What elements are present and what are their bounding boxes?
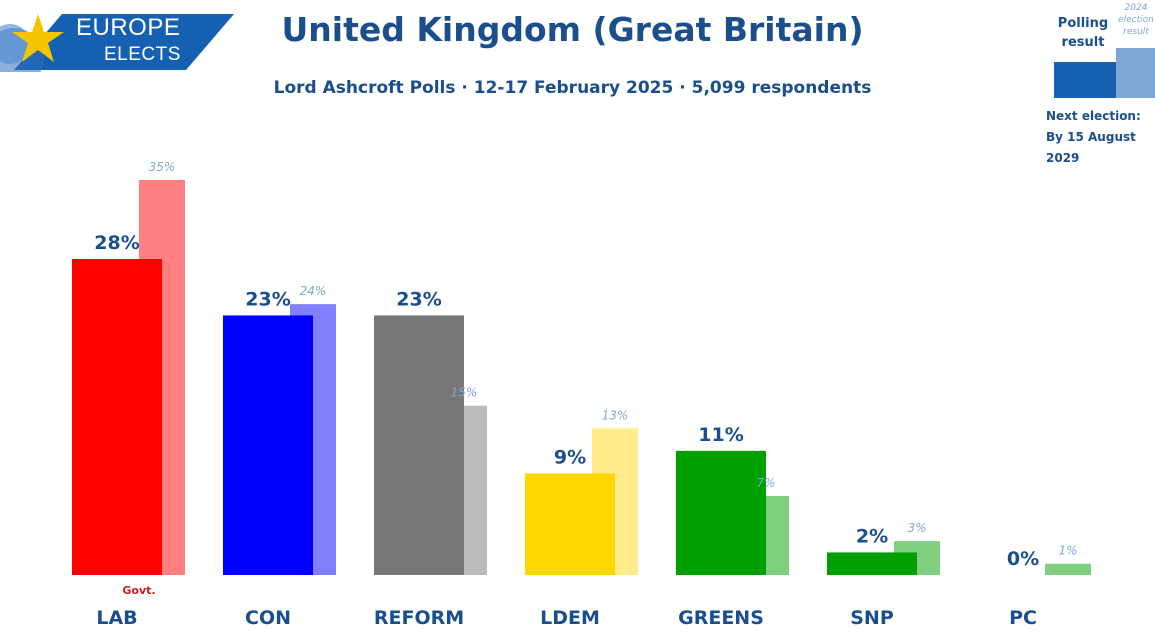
next-election-info: Next election: By 15 August 2029 — [1046, 106, 1155, 169]
logo-graphic — [0, 14, 234, 72]
value-label-prev-con: 24% — [300, 284, 327, 298]
category-label-con: CON — [245, 607, 291, 629]
annotation-lab: Govt. — [122, 584, 155, 597]
bar-poll-snp — [827, 552, 917, 575]
star-icon — [12, 14, 64, 62]
value-label-poll-pc: 0% — [1007, 548, 1039, 570]
value-label-prev-reform: 15% — [451, 386, 478, 400]
next-election-date: By 15 August 2029 — [1046, 130, 1136, 165]
legend-polling-line2: result — [1061, 35, 1105, 50]
value-label-prev-pc: 1% — [1058, 544, 1077, 558]
value-label-poll-reform: 23% — [396, 288, 441, 310]
value-label-prev-lab: 35% — [149, 160, 176, 174]
value-label-poll-greens: 11% — [698, 424, 743, 446]
category-label-ldem: LDEM — [540, 607, 600, 629]
logo-text-europe: EUROPE — [76, 14, 181, 41]
europe-elects-logo: EUROPE ELECTS — [0, 0, 240, 72]
bar-poll-con — [223, 315, 313, 575]
value-label-poll-snp: 2% — [856, 525, 888, 547]
value-label-poll-lab: 28% — [94, 232, 139, 254]
legend-swatch-prev — [1116, 48, 1155, 98]
legend-polling-label: Polling result — [1057, 14, 1109, 52]
legend-prev-label: 2024 election result — [1116, 2, 1155, 38]
category-label-reform: REFORM — [374, 607, 464, 629]
bar-prev-pc — [1045, 563, 1091, 575]
legend: Polling result 2024 election result Next… — [1040, 0, 1155, 165]
bar-poll-reform — [374, 315, 464, 575]
value-label-poll-con: 23% — [245, 288, 290, 310]
value-label-prev-snp: 3% — [907, 521, 926, 535]
value-label-prev-greens: 7% — [756, 476, 775, 490]
legend-polling-line1: Polling — [1057, 16, 1109, 31]
bar-poll-lab — [72, 259, 162, 575]
category-label-pc: PC — [1009, 607, 1037, 629]
value-label-poll-ldem: 9% — [554, 446, 586, 468]
category-label-snp: SNP — [850, 607, 894, 629]
category-label-greens: GREENS — [678, 607, 764, 629]
category-label-lab: LAB — [96, 607, 137, 629]
legend-prev-line1: 2024 — [1124, 3, 1148, 13]
chart-title: United Kingdom (Great Britain) — [281, 10, 864, 49]
next-election-label: Next election: — [1046, 109, 1141, 123]
chart-subtitle: Lord Ashcroft Polls · 12-17 February 202… — [273, 78, 872, 98]
legend-swatch-polling — [1054, 62, 1116, 98]
logo-text-elects: ELECTS — [104, 44, 181, 65]
legend-prev-line3: result — [1123, 27, 1149, 37]
legend-prev-line2: election — [1118, 15, 1154, 25]
bar-poll-ldem — [525, 473, 615, 575]
value-label-prev-ldem: 13% — [602, 408, 629, 422]
bar-poll-greens — [676, 450, 766, 575]
